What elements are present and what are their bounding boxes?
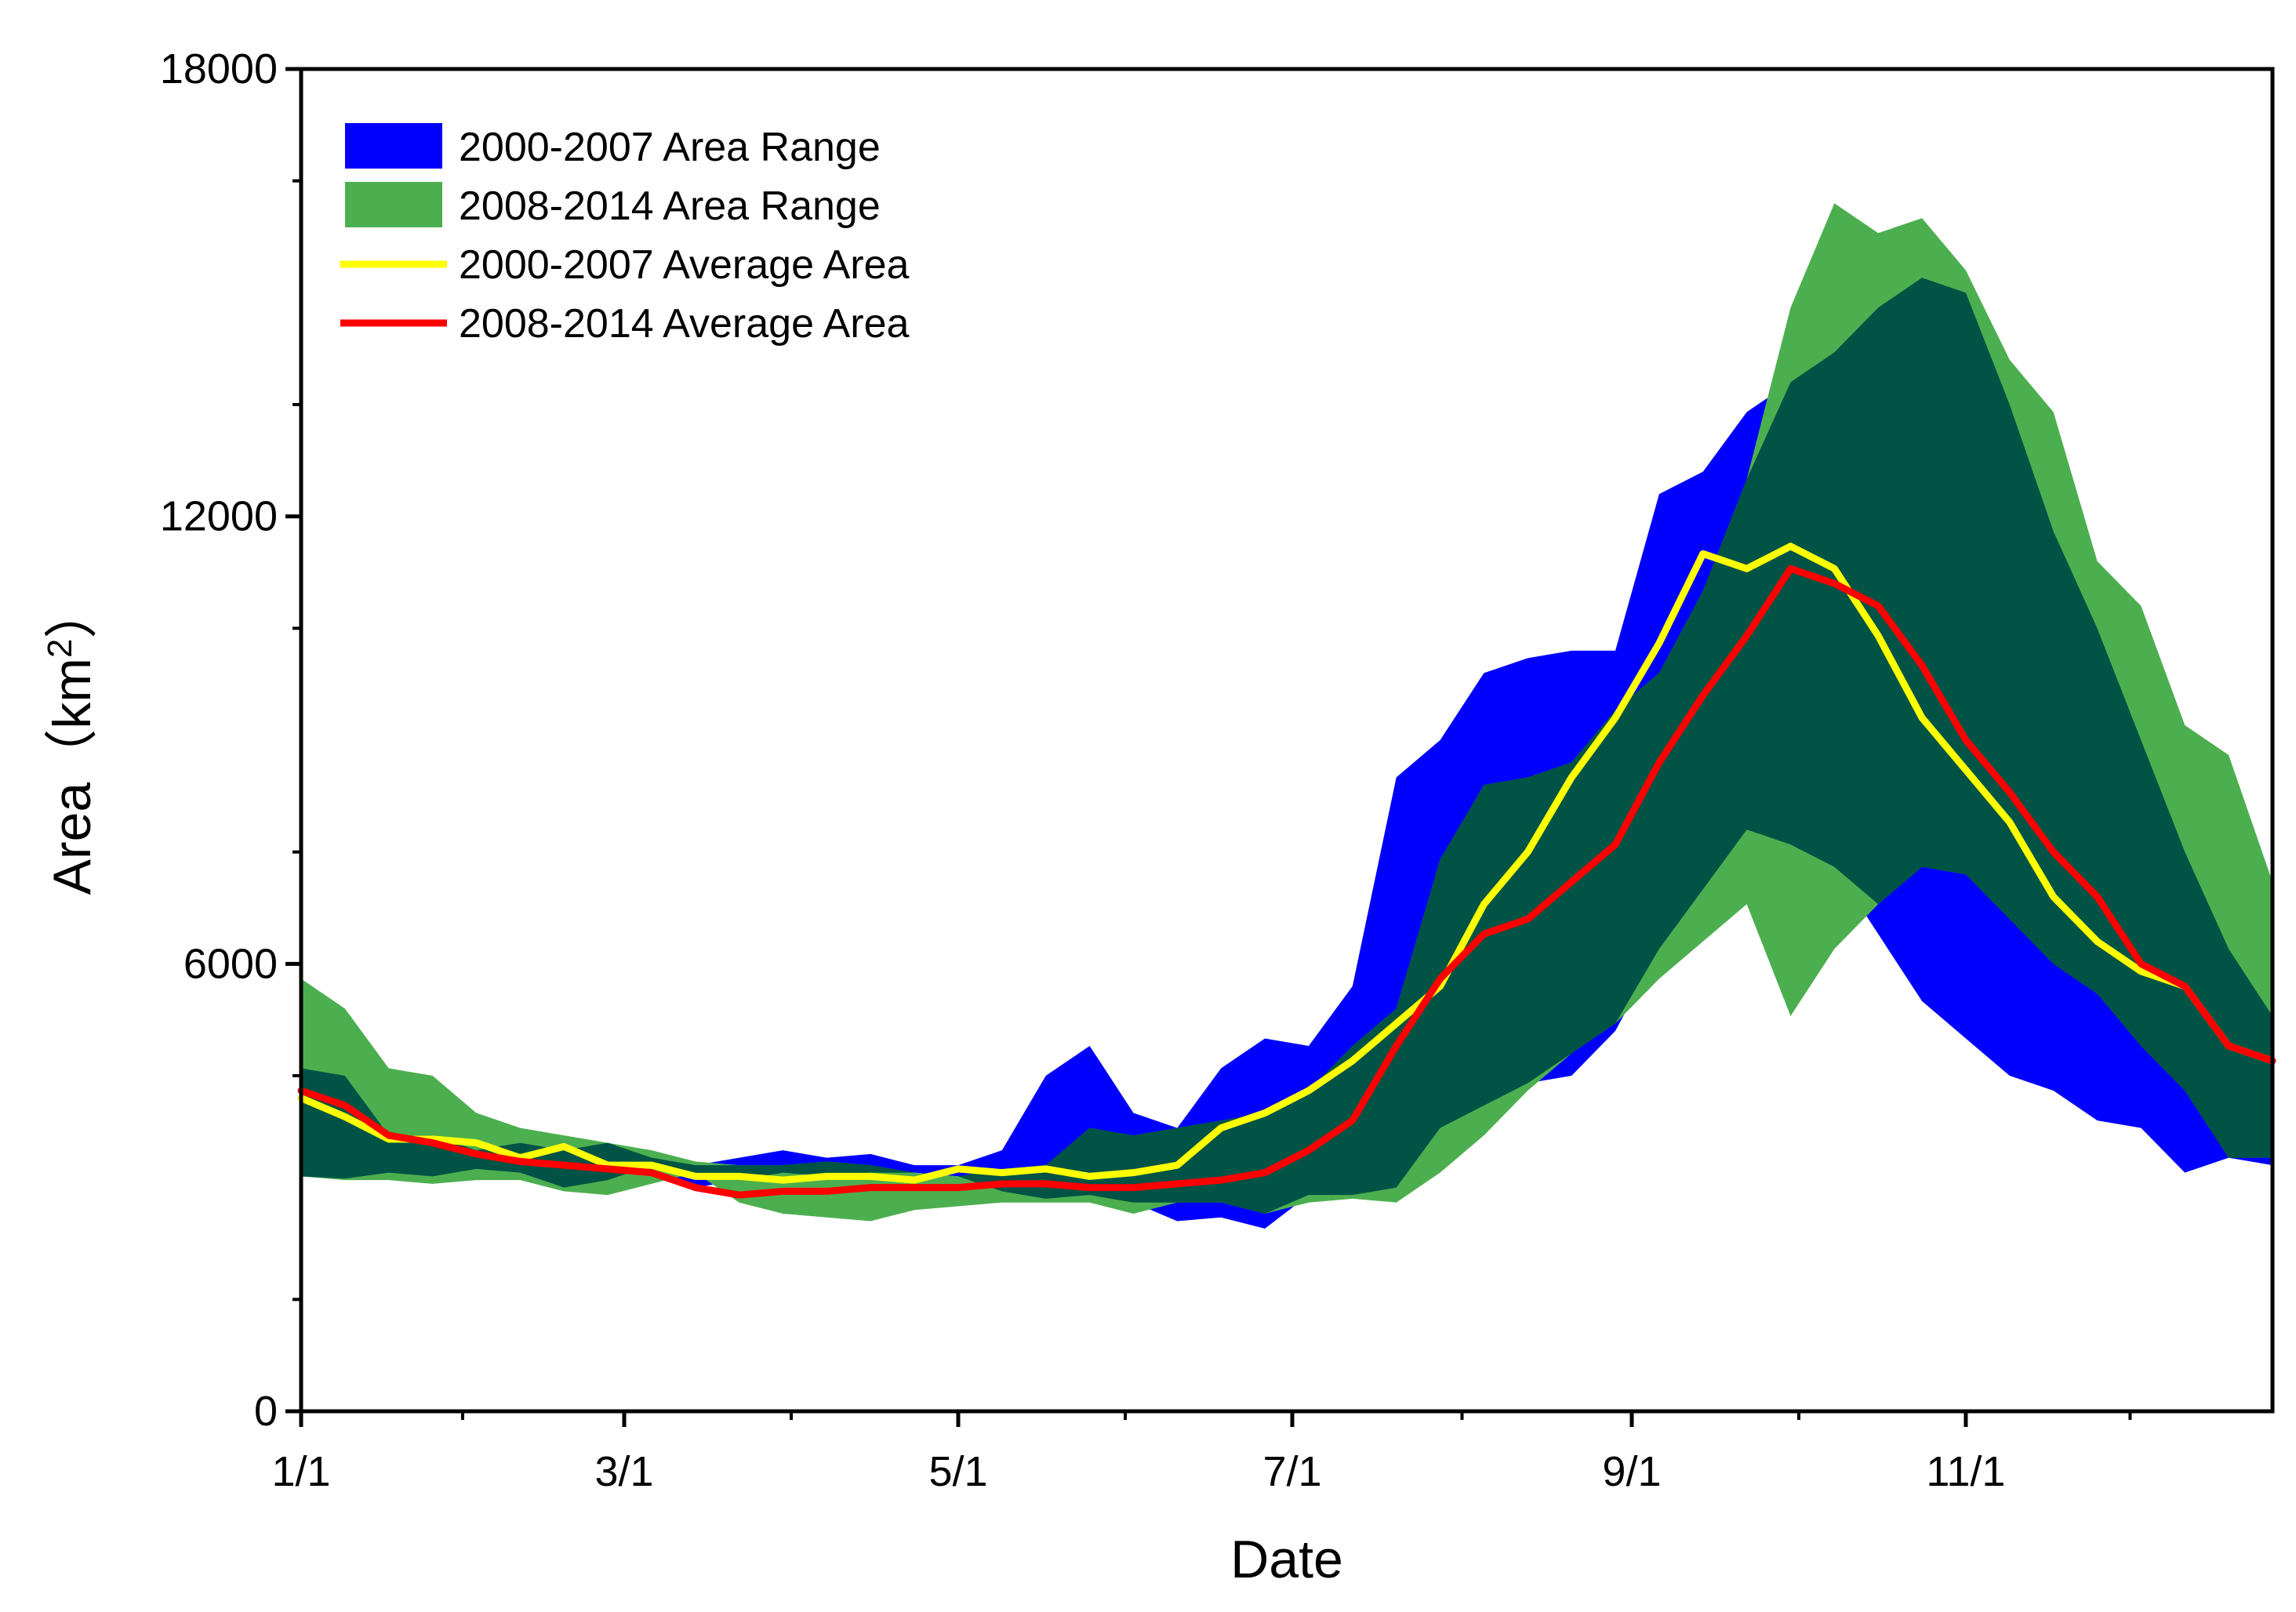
y-tick-label: 18000 bbox=[160, 45, 278, 93]
legend: 2000-2007 Area Range 2008-2014 Area Range… bbox=[340, 123, 909, 347]
x-axis-title: Date bbox=[1230, 1530, 1343, 1589]
x-tick-label: 1/1 bbox=[271, 1448, 330, 1495]
x-tick-label: 3/1 bbox=[594, 1448, 653, 1495]
y-axis-title: Area（km2） bbox=[41, 586, 102, 895]
y-axis-title-superscript: 2 bbox=[41, 639, 79, 658]
x-tick-label: 9/1 bbox=[1602, 1448, 1661, 1495]
y-axis-title-main: Area（km bbox=[42, 658, 102, 895]
plot-area bbox=[297, 203, 2276, 1229]
legend-label-2000-2007-area-range: 2000-2007 Area Range bbox=[459, 125, 881, 170]
axes: 0 6000 12000 18000 1/1 3/1 5/1 7/1 9/1 11/1 bbox=[160, 45, 2132, 1495]
series-2000-2007-average-area-line bbox=[297, 543, 2276, 1184]
x-tick-label: 7/1 bbox=[1262, 1448, 1321, 1495]
plot-frame bbox=[299, 67, 2275, 1414]
x-tick-label: 5/1 bbox=[928, 1448, 987, 1495]
legend-label-2008-2014-area-range: 2008-2014 Area Range bbox=[459, 183, 881, 229]
y-tick-label: 6000 bbox=[183, 940, 278, 987]
y-tick-label: 0 bbox=[254, 1388, 278, 1435]
legend-label-2000-2007-average-area: 2000-2007 Average Area bbox=[459, 242, 909, 288]
legend-label-2008-2014-average-area: 2008-2014 Average Area bbox=[459, 301, 909, 347]
x-tick-label: 11/1 bbox=[1926, 1448, 2005, 1495]
y-tick-label: 12000 bbox=[160, 493, 278, 540]
legend-swatch-2008-2014-area-range bbox=[345, 182, 442, 227]
series-overlap-band bbox=[301, 278, 2272, 1214]
y-axis-title-close: ） bbox=[42, 586, 102, 639]
legend-swatch-2000-2007-area-range bbox=[345, 123, 442, 169]
series-2008-2014-average-area-line bbox=[297, 565, 2276, 1199]
